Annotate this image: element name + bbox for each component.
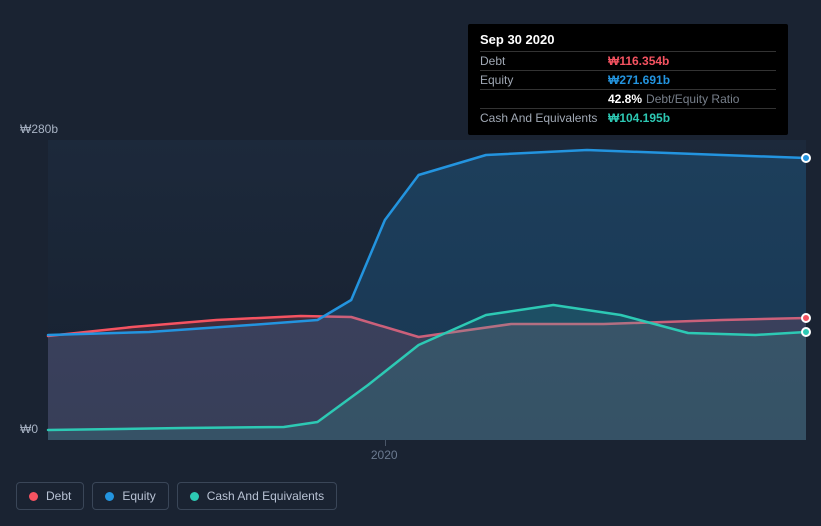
plot-area[interactable] — [48, 140, 806, 440]
tooltip-label-debt: Debt — [480, 54, 608, 68]
tooltip-value-debt: ₩116.354b — [608, 54, 669, 68]
legend-item-equity[interactable]: Equity — [92, 482, 168, 510]
legend-item-debt[interactable]: Debt — [16, 482, 84, 510]
y-tick-label-0: ₩0 — [20, 422, 38, 436]
legend-label-cash: Cash And Equivalents — [207, 489, 324, 503]
x-tick-mark-2020 — [385, 440, 386, 446]
tooltip-row-cash: Cash And Equivalents ₩104.195b — [480, 108, 776, 127]
plot-svg — [48, 140, 806, 440]
legend-label-debt: Debt — [46, 489, 71, 503]
end-marker-equity — [801, 153, 811, 163]
legend: Debt Equity Cash And Equivalents — [16, 482, 337, 510]
end-marker-cash — [801, 327, 811, 337]
legend-dot-debt — [29, 492, 38, 501]
tooltip-row-ratio: 42.8%Debt/Equity Ratio — [480, 89, 776, 108]
x-tick-label-2020: 2020 — [371, 448, 398, 462]
legend-dot-cash — [190, 492, 199, 501]
legend-label-equity: Equity — [122, 489, 155, 503]
tooltip-row-debt: Debt ₩116.354b — [480, 51, 776, 70]
tooltip-date: Sep 30 2020 — [480, 32, 776, 47]
tooltip: Sep 30 2020 Debt ₩116.354b Equity ₩271.6… — [468, 24, 788, 135]
tooltip-label-cash: Cash And Equivalents — [480, 111, 608, 125]
end-marker-debt — [801, 313, 811, 323]
tooltip-label-equity: Equity — [480, 73, 608, 87]
tooltip-value-equity: ₩271.691b — [608, 73, 670, 87]
legend-item-cash[interactable]: Cash And Equivalents — [177, 482, 337, 510]
y-tick-label-280: ₩280b — [20, 122, 58, 136]
tooltip-value-ratio: 42.8%Debt/Equity Ratio — [608, 92, 739, 106]
chart-container: { "chart": { "type": "area", "background… — [0, 0, 821, 526]
tooltip-row-equity: Equity ₩271.691b — [480, 70, 776, 89]
legend-dot-equity — [105, 492, 114, 501]
tooltip-value-cash: ₩104.195b — [608, 111, 670, 125]
